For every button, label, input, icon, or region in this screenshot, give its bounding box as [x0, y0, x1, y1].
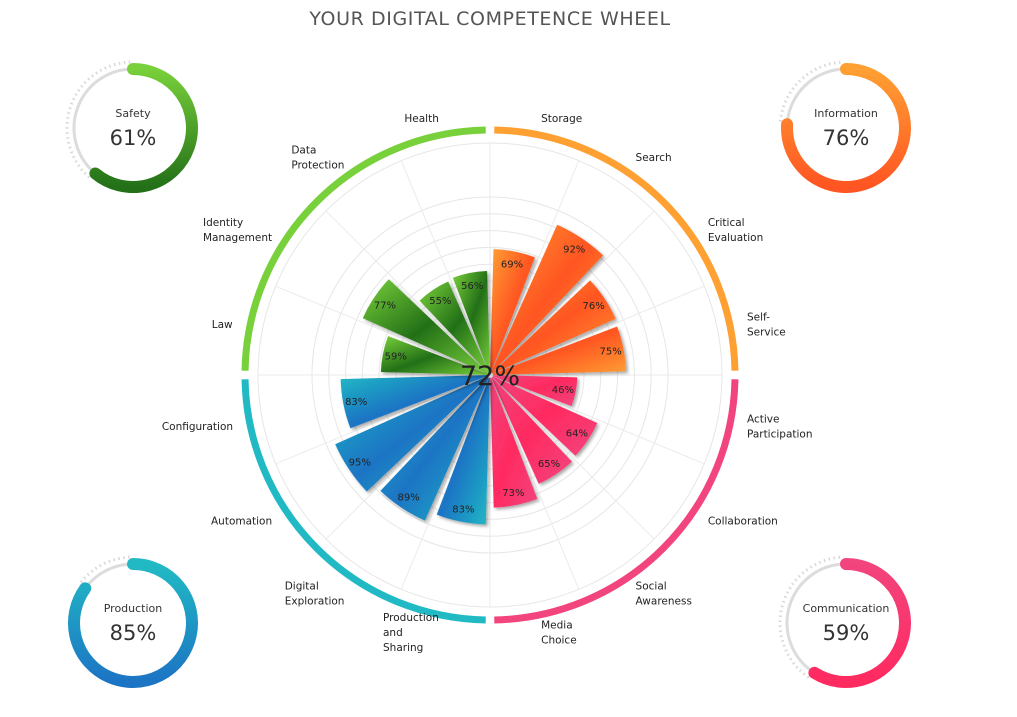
- value-label-critical-evaluation: 76%: [583, 301, 605, 312]
- bar-configuration[interactable]: [340, 375, 488, 429]
- gauge-name-label: Communication: [803, 602, 890, 615]
- gauge-safety: Safety 61%: [65, 60, 198, 193]
- category-label-critical-evaluation: Critical Evaluation: [708, 217, 763, 244]
- bar-critical-evaluation[interactable]: [492, 280, 616, 374]
- gauge-fill: [808, 558, 911, 688]
- gauge-track: [785, 67, 844, 123]
- area-ring-communication: [494, 379, 739, 624]
- bars-layer: [335, 224, 626, 525]
- value-label-health: 56%: [461, 281, 483, 292]
- category-label-collaboration: Collaboration: [708, 516, 778, 528]
- category-label-law: Law: [212, 319, 233, 331]
- value-labels-layer: 69% 92% 76% 75% 46% 64% 65% 73% 83% 89% 95% 83% 59% 7…: [345, 244, 622, 515]
- gauge-track: [72, 67, 131, 174]
- gauge-fill: [781, 63, 911, 193]
- value-label-digital-exploration: 89%: [397, 492, 419, 503]
- grid-spoke: [325, 374, 491, 540]
- value-label-law: 59%: [385, 352, 407, 363]
- gauge-track: [85, 562, 132, 588]
- gauge-name-label: Safety: [115, 107, 151, 120]
- gauge-information: Information 76%: [778, 60, 911, 193]
- gauge-communication: Communication 59%: [778, 555, 911, 688]
- category-label-search: Search: [636, 152, 672, 164]
- category-label-active-participation: Active Participation: [747, 414, 813, 441]
- value-label-production-and-sharing: 83%: [452, 504, 474, 515]
- value-label-search: 92%: [563, 244, 585, 255]
- bar-law[interactable]: [380, 336, 488, 375]
- bar-production-and-sharing[interactable]: [436, 377, 490, 525]
- value-label-configuration: 83%: [345, 397, 367, 408]
- category-label-production-and-sharing: Production and Sharing: [383, 612, 439, 654]
- area-ring-information: [494, 126, 739, 371]
- value-label-data-protection: 55%: [429, 296, 451, 307]
- grid-spoke: [325, 210, 491, 376]
- grid-spoke: [489, 374, 655, 540]
- grid-spoke: [489, 210, 655, 376]
- value-label-storage: 69%: [501, 260, 523, 271]
- grid-spoke: [400, 160, 491, 376]
- category-label-storage: Storage: [541, 113, 582, 125]
- bar-media-choice[interactable]: [490, 377, 538, 508]
- bar-search[interactable]: [491, 224, 604, 373]
- value-label-media-choice: 73%: [502, 488, 524, 499]
- gauge-fill: [89, 63, 198, 193]
- bar-storage[interactable]: [490, 249, 535, 373]
- gauge-score-label: 85%: [110, 621, 157, 645]
- gauge-name-label: Production: [104, 602, 163, 615]
- bar-social-awareness[interactable]: [491, 377, 572, 484]
- bar-digital-exploration[interactable]: [380, 377, 489, 521]
- category-labels-layer: Storage Search Critical Evaluation Self-Serv…: [162, 113, 813, 654]
- gauge-name-label: Information: [814, 107, 878, 120]
- category-label-data-protection: Data Protection: [291, 145, 344, 172]
- gauge-score-label: 61%: [110, 126, 157, 150]
- bar-collaboration[interactable]: [492, 376, 598, 456]
- gauge-track-ticks: [65, 60, 131, 179]
- category-label-self--service: Self-Service: [747, 311, 786, 338]
- chart-title: YOUR DIGITAL COMPETENCE WHEEL: [309, 8, 671, 30]
- grid-spoke: [275, 285, 491, 376]
- value-label-automation: 95%: [349, 458, 371, 469]
- category-label-media-choice: Media Choice: [541, 619, 577, 646]
- bar-health[interactable]: [452, 270, 490, 373]
- area-ring-safety: [241, 126, 486, 371]
- category-label-health: Health: [404, 113, 438, 125]
- grid-spoke: [489, 285, 705, 376]
- gauge-track: [785, 562, 844, 673]
- value-label-identity-management: 77%: [374, 300, 396, 311]
- grid-spoke: [400, 374, 491, 590]
- grid-spoke: [489, 374, 580, 590]
- category-label-digital-exploration: Digital Exploration: [285, 580, 345, 607]
- value-label-active-participation: 46%: [552, 385, 574, 396]
- bar-active-participation[interactable]: [492, 375, 578, 407]
- gauge-track-ticks: [79, 555, 131, 584]
- gauge-fill: [68, 558, 198, 688]
- gauge-score-label: 59%: [823, 621, 870, 645]
- bar-self--service[interactable]: [492, 326, 626, 375]
- bar-automation[interactable]: [335, 376, 488, 492]
- grid-spoke: [489, 374, 705, 465]
- grid-spoke: [489, 160, 580, 376]
- category-label-configuration: Configuration: [162, 421, 233, 433]
- area-ring-production: [241, 379, 486, 624]
- overall-score-label: 72%: [460, 361, 520, 392]
- gauge-score-label: 76%: [823, 126, 870, 150]
- area-rings: [241, 126, 739, 624]
- value-label-self--service: 75%: [600, 347, 622, 358]
- bar-identity-management[interactable]: [362, 279, 488, 374]
- category-label-automation: Automation: [211, 516, 272, 528]
- category-label-identity-management: Identity Management: [203, 217, 272, 244]
- bar-data-protection[interactable]: [419, 281, 489, 373]
- area-gauges-layer: Information 76% Communication 59% Production…: [65, 60, 911, 688]
- value-label-social-awareness: 65%: [538, 459, 560, 470]
- value-label-collaboration: 64%: [566, 429, 588, 440]
- category-label-social-awareness: Social Awareness: [636, 580, 692, 607]
- grid-spoke: [275, 374, 491, 465]
- gauge-production: Production 85%: [68, 555, 198, 688]
- polar-grid: [257, 142, 723, 608]
